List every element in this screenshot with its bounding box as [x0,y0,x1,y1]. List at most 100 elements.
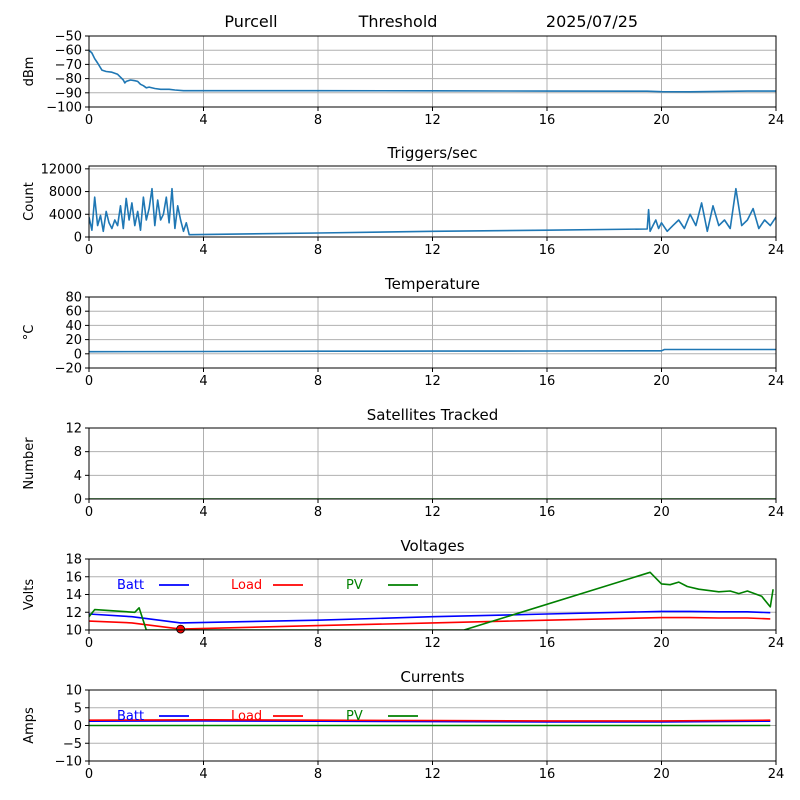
legend-label-load: Load [231,578,262,593]
y-tick-label: 12 [65,422,82,437]
y-tick-label: 0 [74,347,82,362]
y-tick-label: 14 [65,588,82,603]
x-tick-label: 20 [653,767,670,782]
x-tick-label: 8 [314,505,322,520]
x-tick-label: 0 [85,505,93,520]
x-tick-label: 4 [199,113,207,128]
y-tick-label: 12 [65,606,82,621]
chart-title: Currents [400,668,464,686]
x-tick-label: 12 [424,636,441,651]
y-tick-label: 4 [74,469,82,484]
x-tick-label: 20 [653,113,670,128]
x-tick-label: 20 [653,374,670,389]
chart-voltages: 0 4 8 12 16 20 24 10 12 14 16 18 Voltages Volts Batt Lo… [22,537,784,651]
x-tick-label: 8 [314,767,322,782]
chart-title: Temperature [384,275,480,293]
y-axis-label: Count [22,182,37,221]
legend-label-batt: Batt [117,578,144,593]
y-tick-label: −5 [63,737,82,752]
series-line-signal-0 [89,49,776,93]
series-line-pv [89,571,774,630]
x-tick-label: 4 [199,374,207,389]
x-tick-label: 0 [85,636,93,651]
x-tick-label: 24 [768,505,785,520]
y-tick-label: −70 [55,58,82,73]
x-tick-label: 12 [424,113,441,128]
x-tick-label: 20 [653,243,670,258]
x-tick-label: 20 [653,636,670,651]
y-tick-label: 16 [65,570,82,585]
y-tick-label: 18 [65,553,82,568]
y-tick-label: 20 [65,333,82,348]
y-tick-label: 5 [74,701,82,716]
x-tick-label: 24 [768,113,785,128]
y-tick-label: 12000 [41,162,82,177]
chart-signal: 0 4 8 12 16 20 24 −100−90−80−70−60−50 dBm [22,30,784,129]
y-axis-label: dBm [22,57,37,87]
y-tick-label: −20 [55,362,82,377]
x-tick-label: 16 [539,113,556,128]
chart-title: Satellites Tracked [367,406,498,424]
x-tick-label: 16 [539,505,556,520]
y-tick-label: 4000 [49,208,82,223]
series-line-batt [89,610,771,624]
y-tick-label: −50 [55,30,82,45]
y-tick-label: 8 [74,445,82,460]
series-line-load [89,718,771,722]
y-axis-label: Volts [22,579,37,611]
x-tick-label: 12 [424,243,441,258]
x-tick-label: 24 [768,374,785,389]
header-date: 2025/07/25 [546,12,638,31]
x-tick-label: 24 [768,636,785,651]
x-tick-label: 0 [85,243,93,258]
x-tick-label: 20 [653,505,670,520]
y-axis-label: Amps [22,707,37,744]
series-line-batt [89,720,771,723]
series-line-temperature-0 [89,348,776,353]
legend-label-pv: PV [346,709,363,724]
series-line-load [89,616,771,630]
y-tick-label: 8000 [49,185,82,200]
y-tick-label: 40 [65,319,82,334]
y-tick-label: −80 [55,72,82,87]
x-tick-label: 4 [199,505,207,520]
legend-label-batt: Batt [117,709,144,724]
x-tick-label: 16 [539,374,556,389]
y-tick-label: 60 [65,305,82,320]
highlight-marker [176,624,186,634]
y-tick-label: −100 [46,101,82,116]
y-axis-label: °C [22,325,37,341]
x-tick-label: 4 [199,636,207,651]
x-tick-label: 12 [424,505,441,520]
chart-triggers: 0 4 8 12 16 20 24 0 4000 8000 12000 Triggers/sec Cou… [22,144,784,258]
x-tick-label: 24 [768,243,785,258]
x-tick-label: 0 [85,113,93,128]
x-tick-label: 0 [85,374,93,389]
chart-title: Triggers/sec [387,144,478,162]
x-tick-label: 24 [768,767,785,782]
x-tick-label: 8 [314,113,322,128]
x-tick-label: 8 [314,374,322,389]
x-tick-label: 12 [424,374,441,389]
chart-title: Voltages [400,537,464,555]
y-tick-label: −10 [55,755,82,770]
x-tick-label: 4 [199,243,207,258]
x-tick-label: 8 [314,243,322,258]
y-tick-label: 0 [74,493,82,508]
y-tick-label: 80 [65,291,82,306]
x-tick-label: 0 [85,767,93,782]
chart-satellites: 0 4 8 12 16 20 24 0 4 8 12 Satellites Tracked Number [22,406,784,520]
y-tick-label: 0 [74,231,82,246]
x-tick-label: 4 [199,767,207,782]
header-mode: Threshold [358,12,438,31]
series-line-triggers-0 [89,187,776,236]
y-tick-label: −60 [55,44,82,59]
x-tick-label: 16 [539,767,556,782]
legend-label-pv: PV [346,578,363,593]
x-tick-label: 8 [314,636,322,651]
legend-label-load: Load [231,709,262,724]
